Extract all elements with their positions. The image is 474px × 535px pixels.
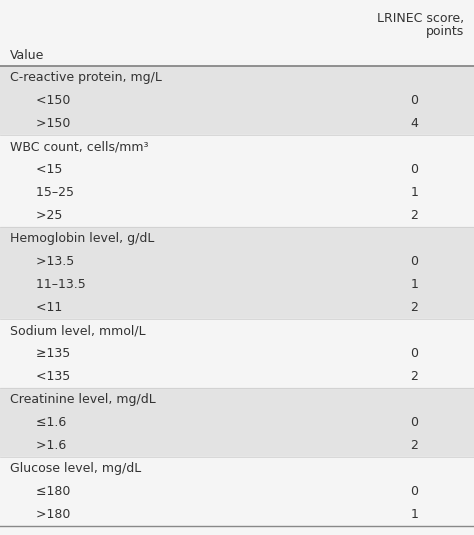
Text: Value: Value [10,49,45,62]
Bar [0,480,474,503]
Text: ≤180: ≤180 [28,485,70,498]
Text: <15: <15 [28,163,63,176]
Text: 1: 1 [410,186,419,199]
Bar [0,204,474,227]
Bar [0,158,474,181]
Text: 0: 0 [410,485,419,498]
Text: 0: 0 [410,416,419,429]
Text: <11: <11 [28,301,62,314]
Text: 0: 0 [410,347,419,360]
Text: ≥135: ≥135 [28,347,70,360]
Bar [0,89,474,112]
Text: 0: 0 [410,94,419,107]
Text: 11–13.5: 11–13.5 [28,278,86,291]
Text: >25: >25 [28,209,63,222]
Bar [0,457,474,480]
Bar [0,434,474,457]
Bar [0,112,474,135]
Bar [0,411,474,434]
Text: 0: 0 [410,163,419,176]
Bar [0,227,474,250]
Bar [0,250,474,273]
Text: Sodium level, mmol/L: Sodium level, mmol/L [10,324,146,337]
Text: 2: 2 [410,439,419,452]
Text: Hemoglobin level, g/dL: Hemoglobin level, g/dL [10,232,155,245]
Bar [0,319,474,342]
Text: >150: >150 [28,117,70,130]
Bar [0,503,474,526]
Bar [0,296,474,319]
Text: 2: 2 [410,209,419,222]
Text: Creatinine level, mg/dL: Creatinine level, mg/dL [10,393,156,406]
Text: <150: <150 [28,94,70,107]
Text: 4: 4 [410,117,419,130]
Bar [0,66,474,89]
Text: C-reactive protein, mg/L: C-reactive protein, mg/L [10,71,162,84]
Text: WBC count, cells/mm³: WBC count, cells/mm³ [10,140,148,153]
Text: 15–25: 15–25 [28,186,74,199]
Bar [0,342,474,365]
Text: 1: 1 [410,508,419,521]
Text: 0: 0 [410,255,419,268]
Text: >180: >180 [28,508,70,521]
Text: Glucose level, mg/dL: Glucose level, mg/dL [10,462,141,475]
Text: 1: 1 [410,278,419,291]
Text: >13.5: >13.5 [28,255,74,268]
Text: points: points [426,26,464,39]
Bar [0,273,474,296]
Text: LRINEC score,: LRINEC score, [377,12,464,25]
Bar [0,181,474,204]
Text: >1.6: >1.6 [28,439,66,452]
Text: <135: <135 [28,370,70,383]
Text: 2: 2 [410,301,419,314]
Text: ≤1.6: ≤1.6 [28,416,66,429]
Bar [0,388,474,411]
Bar [0,365,474,388]
Bar [0,135,474,158]
Bar [0,8,474,66]
Text: 2: 2 [410,370,419,383]
